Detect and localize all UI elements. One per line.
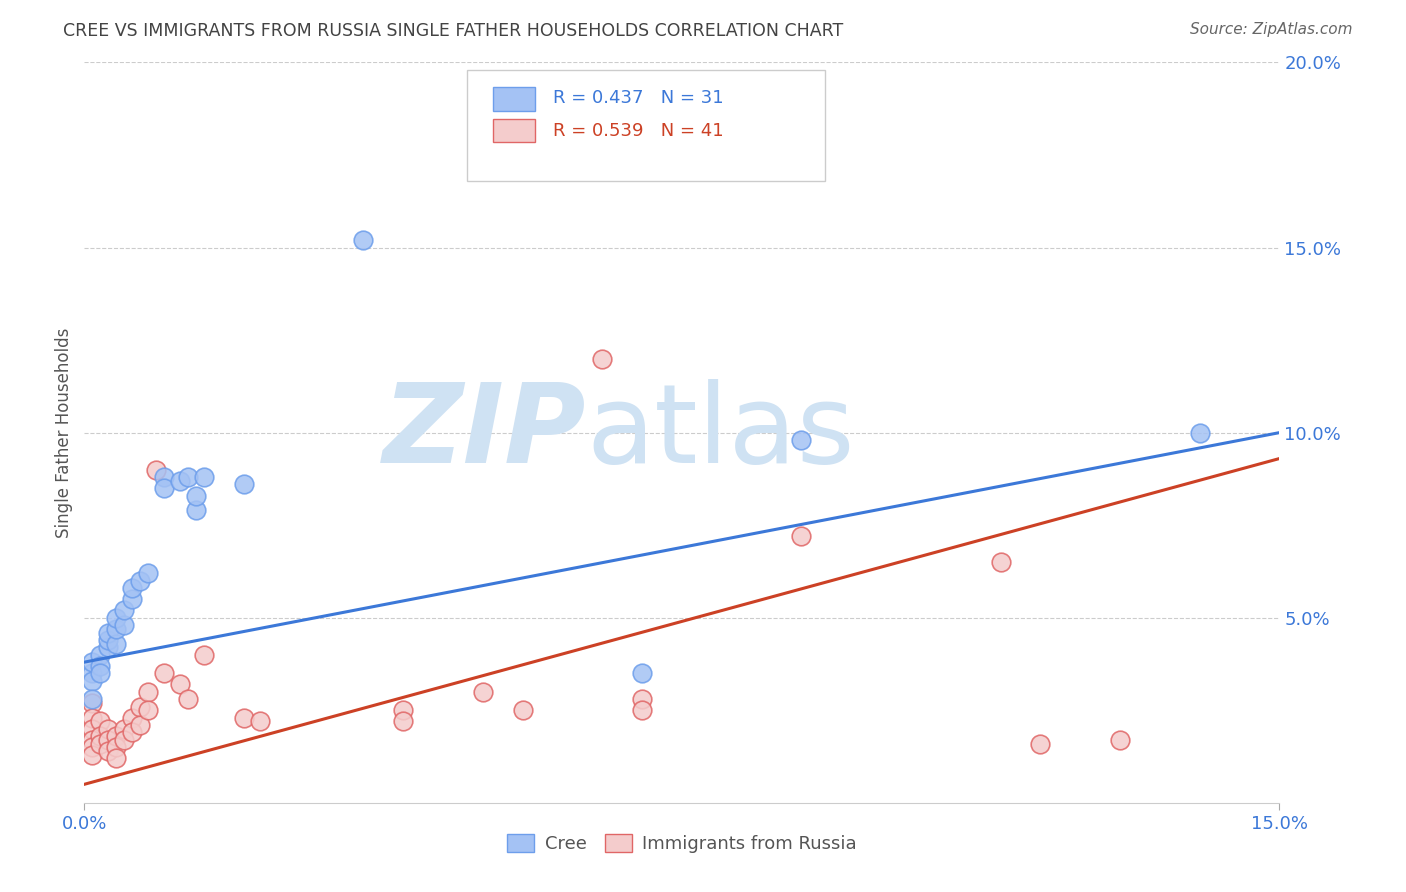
Legend: Cree, Immigrants from Russia: Cree, Immigrants from Russia: [499, 827, 865, 861]
Text: R = 0.437   N = 31: R = 0.437 N = 31: [553, 89, 724, 107]
Point: [82, 655, 104, 669]
Text: ZIP: ZIP: [382, 379, 586, 486]
Point: [82, 696, 104, 710]
FancyBboxPatch shape: [494, 119, 534, 143]
FancyBboxPatch shape: [494, 87, 534, 111]
Point: [89, 729, 111, 743]
Point: [1109, 732, 1132, 747]
Point: [97, 732, 120, 747]
FancyBboxPatch shape: [467, 70, 825, 181]
Text: atlas: atlas: [586, 379, 855, 486]
Point: [169, 474, 191, 488]
Point: [471, 685, 494, 699]
Point: [97, 744, 120, 758]
Point: [136, 703, 159, 717]
Point: [631, 692, 654, 706]
Point: [184, 503, 207, 517]
Point: [112, 732, 135, 747]
Point: [121, 581, 143, 595]
Point: [184, 489, 207, 503]
Point: [169, 677, 191, 691]
Point: [193, 470, 215, 484]
Point: [153, 481, 176, 495]
Point: [193, 648, 215, 662]
Text: CREE VS IMMIGRANTS FROM RUSSIA SINGLE FATHER HOUSEHOLDS CORRELATION CHART: CREE VS IMMIGRANTS FROM RUSSIA SINGLE FA…: [63, 22, 844, 40]
Point: [631, 703, 654, 717]
Point: [136, 566, 159, 581]
Point: [112, 618, 135, 632]
Point: [1029, 737, 1052, 751]
Point: [136, 685, 159, 699]
Point: [121, 711, 143, 725]
Point: [82, 666, 104, 681]
Point: [89, 658, 111, 673]
Point: [105, 622, 128, 636]
Point: [82, 732, 104, 747]
Point: [129, 574, 152, 588]
Point: [82, 722, 104, 736]
Point: [129, 718, 152, 732]
Point: [82, 747, 104, 762]
Text: Source: ZipAtlas.com: Source: ZipAtlas.com: [1189, 22, 1353, 37]
Point: [232, 711, 254, 725]
Point: [177, 470, 200, 484]
Point: [249, 714, 271, 729]
Point: [105, 637, 128, 651]
Point: [121, 592, 143, 607]
Point: [631, 666, 654, 681]
Point: [105, 751, 128, 765]
Point: [97, 632, 120, 647]
Point: [1188, 425, 1211, 440]
Point: [990, 555, 1012, 569]
Point: [112, 603, 135, 617]
Point: [392, 703, 415, 717]
Point: [153, 666, 176, 681]
Point: [129, 699, 152, 714]
Point: [82, 673, 104, 688]
Point: [97, 625, 120, 640]
Point: [121, 725, 143, 739]
Point: [82, 692, 104, 706]
Point: [89, 666, 111, 681]
Point: [392, 714, 415, 729]
Text: R = 0.539   N = 41: R = 0.539 N = 41: [553, 121, 724, 139]
Point: [89, 714, 111, 729]
Point: [232, 477, 254, 491]
Point: [82, 711, 104, 725]
Point: [591, 351, 613, 366]
Point: [512, 703, 534, 717]
Point: [89, 648, 111, 662]
Point: [105, 610, 128, 624]
Point: [352, 233, 374, 247]
Point: [112, 722, 135, 736]
Point: [153, 470, 176, 484]
Point: [97, 722, 120, 736]
Y-axis label: Single Father Households: Single Father Households: [55, 327, 73, 538]
Point: [89, 737, 111, 751]
Point: [105, 729, 128, 743]
Point: [97, 640, 120, 655]
Point: [790, 529, 813, 543]
Point: [82, 740, 104, 755]
Point: [105, 740, 128, 755]
Point: [790, 433, 813, 447]
Point: [145, 462, 167, 476]
Point: [177, 692, 200, 706]
